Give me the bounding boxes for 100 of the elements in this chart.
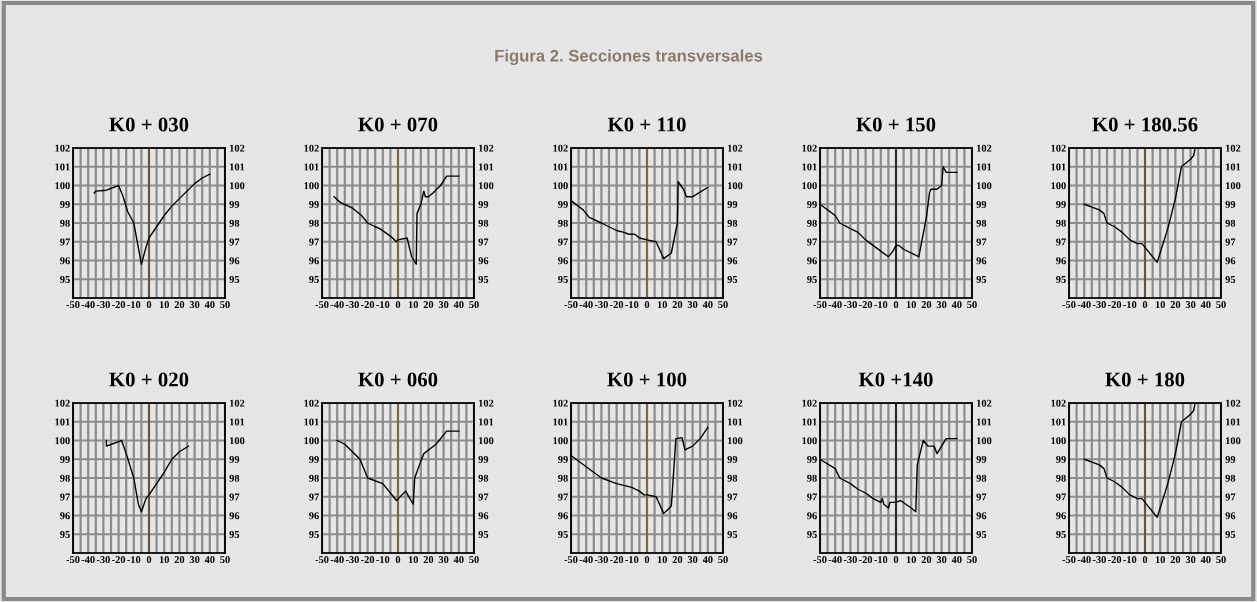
y-tick-label: 96 — [1056, 257, 1066, 265]
x-tick-label: 10 — [408, 556, 419, 564]
x-tick-label: -10 — [127, 556, 141, 564]
x-tick-label: -50 — [315, 556, 329, 564]
y-tick-label: 96 — [309, 512, 319, 520]
y-tick-label: 96 — [60, 257, 70, 265]
y2-tick-label: 101 — [977, 418, 992, 426]
y2-tick-label: 98 — [229, 474, 240, 482]
y2-tick-label: 96 — [976, 512, 987, 520]
y-tick-label: 96 — [558, 512, 568, 520]
x-tick-label: -30 — [1092, 301, 1106, 309]
y2-tick-label: 99 — [727, 200, 738, 208]
chart-title: K0 + 020 — [109, 372, 189, 387]
y-tick-label: 99 — [309, 200, 319, 208]
y2-tick-label: 102 — [728, 144, 743, 152]
x-tick-label: 30 — [687, 556, 698, 564]
y-tick-label: 97 — [309, 238, 319, 246]
chart-title: K0 + 110 — [607, 117, 686, 132]
y-tick-label: 95 — [60, 275, 70, 283]
x-tick-label: 20 — [423, 556, 434, 564]
y-tick-label: 99 — [807, 455, 817, 463]
x-tick-label: 20 — [921, 556, 932, 564]
x-tick-label: 50 — [220, 556, 230, 564]
y-tick-label: 100 — [553, 182, 568, 190]
x-tick-label: -30 — [843, 556, 857, 564]
x-tick-label: 40 — [1200, 556, 1211, 564]
x-tick-label: -50 — [66, 301, 80, 309]
x-tick-label: -30 — [96, 556, 110, 564]
x-tick-label: 30 — [189, 301, 200, 309]
x-tick-label: -20 — [361, 301, 375, 309]
y-tick-label: 95 — [60, 530, 70, 538]
x-tick-label: 50 — [469, 556, 479, 564]
y2-tick-label: 98 — [976, 474, 987, 482]
y2-tick-label: 96 — [976, 257, 987, 265]
x-tick-label: 20 — [174, 556, 185, 564]
x-tick-label: -50 — [813, 301, 827, 309]
y2-tick-label: 96 — [478, 257, 489, 265]
y2-tick-label: 99 — [976, 200, 987, 208]
y2-tick-label: 97 — [229, 238, 240, 246]
y2-tick-label: 95 — [976, 275, 987, 283]
y2-tick-label: 100 — [230, 182, 245, 190]
x-tick-label: -10 — [874, 301, 888, 309]
x-tick-label: 20 — [672, 301, 683, 309]
y-tick-label: 97 — [558, 238, 568, 246]
y2-tick-label: 101 — [728, 163, 743, 171]
y-tick-label: 99 — [60, 200, 70, 208]
y2-tick-label: 98 — [1225, 219, 1236, 227]
x-tick-label: -20 — [859, 556, 873, 564]
y2-tick-label: 95 — [1225, 275, 1236, 283]
x-tick-label: 10 — [906, 301, 917, 309]
y2-tick-label: 97 — [1225, 238, 1236, 246]
y-tick-label: 100 — [55, 182, 70, 190]
y-tick-label: 101 — [553, 418, 568, 426]
chart-title: K0 +140 — [858, 372, 933, 387]
x-tick-label: 50 — [469, 301, 479, 309]
y2-tick-label: 96 — [1225, 257, 1236, 265]
line-series — [105, 439, 190, 513]
x-tick-label: -10 — [625, 556, 639, 564]
y2-tick-label: 102 — [1226, 144, 1241, 152]
y-tick-label: 102 — [802, 144, 817, 152]
y2-tick-label: 95 — [229, 275, 240, 283]
x-tick-label: -30 — [594, 556, 608, 564]
y2-tick-label: 99 — [478, 200, 489, 208]
y2-tick-label: 97 — [727, 493, 738, 501]
x-tick-label: 10 — [408, 301, 419, 309]
y2-tick-label: 100 — [977, 182, 992, 190]
y-tick-label: 99 — [60, 455, 70, 463]
x-tick-label: 20 — [921, 301, 932, 309]
y-tick-label: 95 — [309, 275, 319, 283]
x-tick-label: 50 — [1216, 556, 1226, 564]
y-tick-label: 97 — [558, 493, 568, 501]
x-tick-label: 30 — [936, 301, 947, 309]
x-tick-label: 30 — [687, 301, 698, 309]
x-tick-label: -40 — [81, 301, 95, 309]
y-tick-label: 100 — [1051, 182, 1066, 190]
y-tick-label: 98 — [558, 474, 568, 482]
x-tick-label: -50 — [1062, 556, 1076, 564]
y2-tick-label: 99 — [1225, 200, 1236, 208]
y2-tick-label: 100 — [479, 437, 494, 445]
y-tick-label: 98 — [807, 474, 817, 482]
x-tick-label: 50 — [718, 301, 728, 309]
y2-tick-label: 95 — [478, 530, 489, 538]
y-tick-label: 101 — [55, 163, 70, 171]
y2-tick-label: 95 — [1225, 530, 1236, 538]
x-tick-label: -50 — [66, 556, 80, 564]
y-tick-label: 98 — [309, 219, 319, 227]
x-tick-label: 0 — [893, 556, 899, 564]
x-tick-label: -10 — [376, 556, 390, 564]
y2-tick-label: 99 — [229, 455, 240, 463]
y2-tick-label: 100 — [1226, 182, 1241, 190]
y-tick-label: 96 — [1056, 512, 1066, 520]
x-tick-label: -30 — [345, 556, 359, 564]
y-tick-label: 102 — [55, 144, 70, 152]
y-tick-label: 102 — [55, 399, 70, 407]
y-tick-label: 101 — [304, 163, 319, 171]
x-tick-label: 30 — [936, 556, 947, 564]
y2-tick-label: 100 — [728, 182, 743, 190]
x-tick-label: 10 — [906, 556, 917, 564]
y-tick-label: 100 — [802, 437, 817, 445]
y2-tick-label: 95 — [229, 530, 240, 538]
